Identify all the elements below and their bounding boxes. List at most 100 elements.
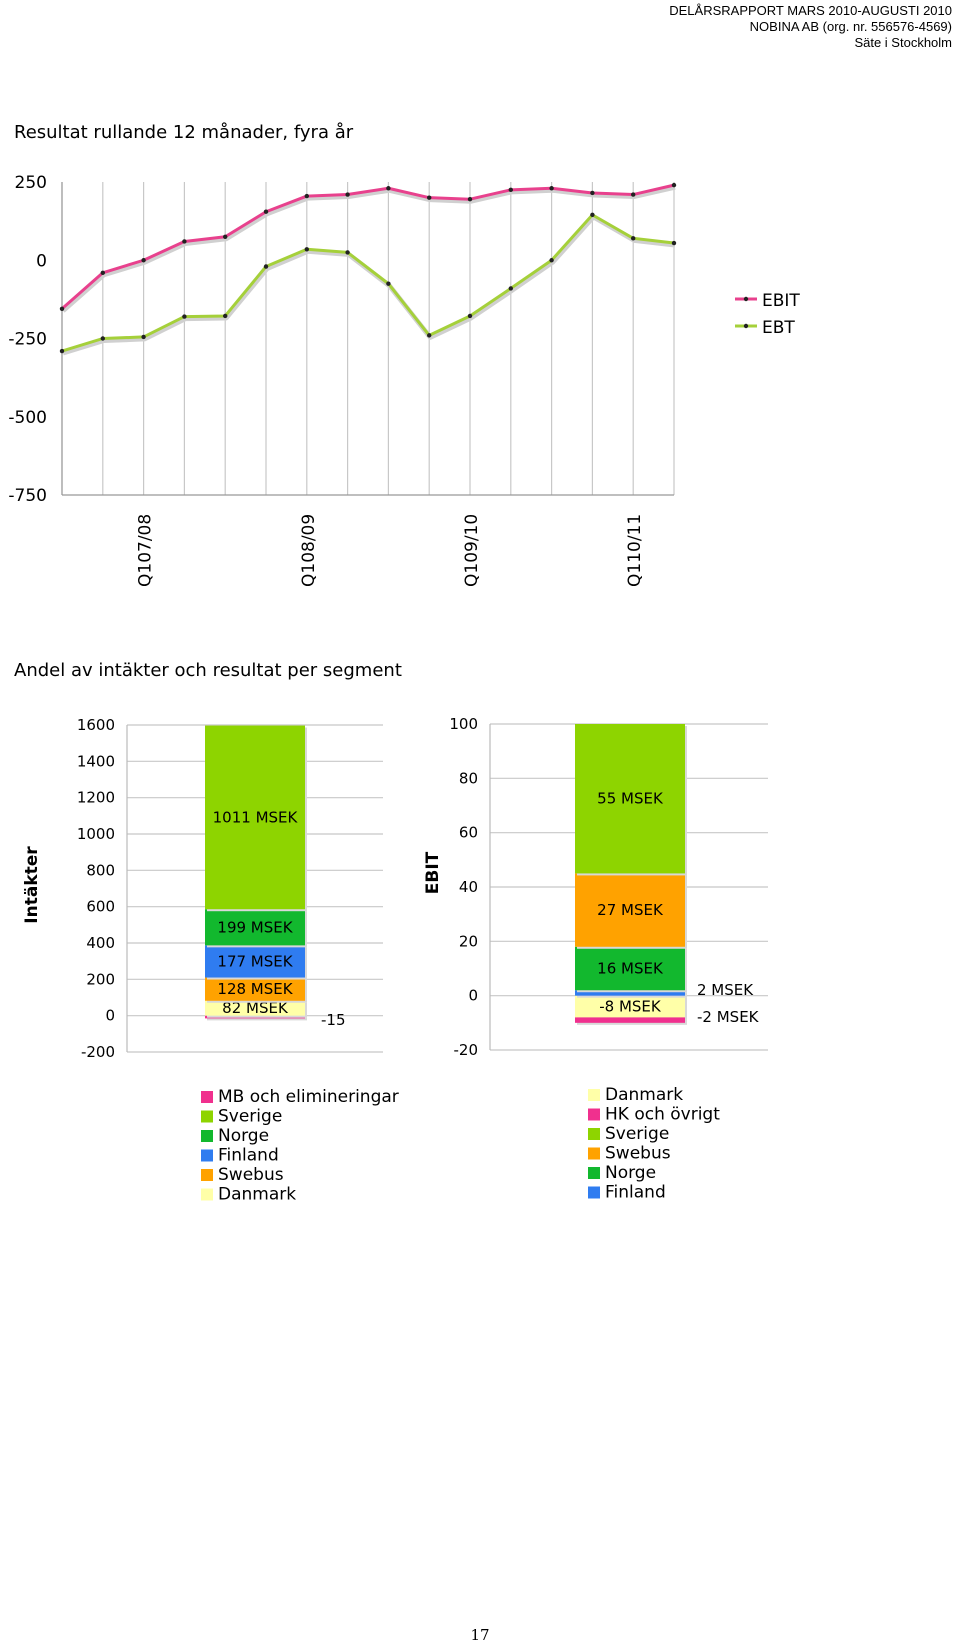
bar-segment-label: -8 MSEK [599,998,662,1016]
y-tick-label: 0 [105,1007,115,1025]
y-tick-label: 60 [459,824,478,842]
bar-segment-label: -15 [321,1011,346,1029]
data-point-ebit [590,190,595,196]
data-point-ebt [59,348,65,354]
data-point-ebt [263,264,269,269]
series-line-ebt [61,213,675,353]
y-axis-title: Intäkter [22,846,42,924]
legend-label: Finland [218,1146,279,1166]
bar-segment-swebus [575,873,685,947]
legend-marker-ebt [743,323,749,329]
y-tick-label: 80 [459,769,478,787]
legend-swatch [588,1128,600,1140]
y-tick-label: 20 [459,932,478,950]
data-point-ebit [467,197,473,202]
y-tick-label: -200 [81,1043,115,1061]
y-tick-label: 600 [86,898,115,916]
x-tick-label: Q107/08 [136,514,156,587]
legend-swatch [588,1108,600,1121]
legend-label: Sverige [218,1107,282,1127]
y-tick-label: 1200 [77,789,115,807]
legend-swatch [201,1169,213,1181]
y-tick-label: 250 [15,173,47,193]
y-tick-label: -750 [8,486,47,506]
y-tick-label: -250 [8,330,47,350]
legend-swatch [201,1130,213,1142]
data-point-ebit [508,187,513,193]
series-line-ebit [61,183,675,310]
y-tick-label: 400 [86,934,115,952]
section-title-segment-share: Andel av intäkter och resultat per segme… [14,660,402,681]
legend-label-ebt: EBT [762,318,795,338]
y-tick-label: 40 [459,878,478,896]
data-point-ebit [141,258,146,263]
data-point-ebt [427,333,432,338]
data-point-ebit [386,186,391,191]
bar-segment-label: 199 MSEK [217,918,293,936]
series-shadow-ebit [61,184,676,313]
bar-segment-danmark [575,995,685,1018]
y-tick-label: 800 [86,861,115,879]
x-tick-label: Q108/09 [299,514,319,587]
legend-swatch [201,1091,213,1103]
report-header: DELÅRSRAPPORT MARS 2010-AUGUSTI 2010 NOB… [669,3,952,51]
legend-label: Sverige [605,1124,669,1144]
legend-swatch [588,1167,600,1179]
data-point-ebit [59,306,65,311]
data-point-ebit [304,193,309,199]
bar-chart-revenue-segments: 1600 1400 1200 1000 800 600 400 200 0 -200 Intäkte… [22,716,399,1205]
legend-marker-ebit [743,296,749,302]
data-point-ebt [345,250,350,255]
bar-segment-finland [575,990,685,996]
data-point-ebt [182,314,187,319]
data-point-ebt [304,247,309,252]
data-point-ebit [345,192,350,197]
y-tick-label: -500 [8,408,47,428]
data-point-ebit [182,239,187,244]
data-point-ebt [508,286,513,291]
bar-segment-label: 177 MSEK [217,952,293,970]
y-tick-label: 0 [36,251,47,271]
bar-segment-swebus [205,977,305,1001]
section-title-rolling-result: Resultat rullande 12 månader, fyra år [14,122,354,143]
header-line-2: NOBINA AB (org. nr. 556576-4569) [749,19,952,34]
data-point-ebt [549,258,554,263]
data-point-ebit [631,192,636,197]
y-tick-label: 1400 [77,752,115,770]
data-point-ebt [467,313,473,319]
bar-segment-norge [205,909,305,946]
bar-segment-label: 55 MSEK [597,790,664,808]
legend-swatch [588,1186,600,1199]
data-point-ebit [223,234,228,239]
header-line-3: Säte i Stockholm [854,35,952,50]
data-point-ebt [386,281,391,286]
bar-segment-sverige [205,725,305,910]
legend-swatch [588,1147,600,1160]
bar-segment-label: 82 MSEK [222,999,289,1017]
data-point-ebit [671,182,677,188]
bar-segment-label: 2 MSEK [697,981,754,999]
bar-segment-label: 27 MSEK [597,901,664,919]
data-point-ebt [631,236,636,241]
legend-swatch [201,1110,213,1123]
bar-segment-norge [575,946,685,991]
header-line-1: DELÅRSRAPPORT MARS 2010-AUGUSTI 2010 [669,3,952,18]
data-point-ebit [263,209,269,214]
bar-segment-label: 128 MSEK [217,980,293,998]
legend-label: Finland [605,1183,666,1203]
bar-segment-label: 1011 MSEK [213,808,299,826]
bar-segment-label: -2 MSEK [697,1008,760,1026]
y-tick-label: -20 [454,1041,479,1059]
legend-label: Swebus [605,1144,671,1164]
legend-label: Danmark [218,1185,296,1205]
page-number: 17 [470,1626,490,1644]
bar-segment-label: 16 MSEK [597,960,664,978]
data-point-ebit [549,186,554,191]
y-tick-label: 100 [449,715,478,733]
legend-label: Norge [605,1163,656,1183]
legend-label: HK och övrigt [605,1105,720,1125]
bar-segment-finland [205,945,305,978]
y-tick-label: 0 [468,987,478,1005]
legend-label: MB och elimineringar [218,1087,399,1107]
data-point-ebit [100,270,106,275]
